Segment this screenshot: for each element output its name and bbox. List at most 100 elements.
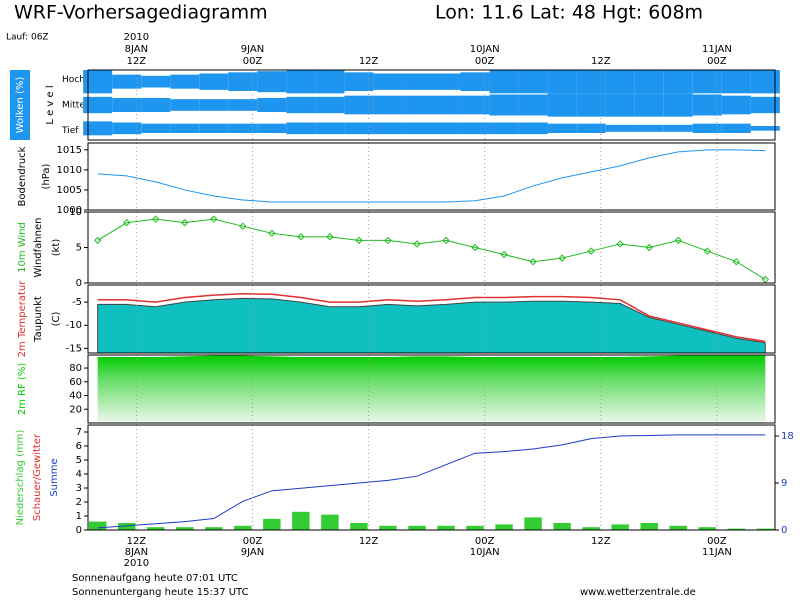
title: WRF-Vorhersagediagramm: [14, 2, 268, 24]
y-axis-label: Bodendruck: [17, 146, 28, 206]
panel-border: [87, 354, 776, 424]
cloud-cover: [199, 99, 229, 111]
cloud-label-box: [10, 70, 30, 140]
bar: [117, 523, 136, 530]
y-tick-label: -15: [66, 343, 82, 354]
bar: [437, 525, 455, 530]
cloud-cover: [634, 93, 664, 117]
cloud-cover: [141, 75, 171, 88]
y-axis-label: 2m RF (%): [17, 363, 28, 416]
cloud-cover: [750, 70, 780, 94]
y2-tick-label: 0: [781, 525, 787, 536]
y-tick-label: -5: [72, 297, 82, 308]
cloud-cover: [141, 98, 171, 112]
x-tick-label: 12Z: [127, 536, 147, 547]
cloud-cover: [83, 70, 113, 94]
date-label: 8JAN: [125, 547, 148, 558]
marker: [210, 215, 218, 223]
cloud-cover: [402, 122, 432, 135]
cloud-cover: [228, 123, 258, 133]
y-tick-label: 10: [69, 207, 82, 218]
cloud-cover: [344, 95, 374, 115]
level-name: Hoch: [62, 75, 85, 85]
y2-tick-label: 9: [781, 478, 787, 489]
bar: [350, 523, 368, 530]
cloud-cover: [431, 122, 461, 135]
panel-border: [87, 424, 776, 531]
y-axis-label: Wolken (%): [15, 77, 26, 134]
cloud-cover: [663, 93, 693, 117]
x-tick-label: 12Z: [127, 56, 147, 67]
cloud-cover: [692, 70, 722, 94]
cloud-cover: [83, 96, 113, 114]
sunset: Sonnenuntergang heute 15:37 UTC: [72, 587, 249, 598]
marker: [384, 236, 392, 245]
year-label: 2010: [124, 558, 149, 569]
cloud-cover: [460, 72, 490, 91]
marker: [326, 233, 334, 241]
bar: [205, 527, 223, 530]
x-tick-label: 00Z: [707, 56, 727, 67]
cloud-cover: [750, 126, 780, 131]
bar: [582, 527, 600, 530]
area: [97, 297, 766, 354]
marker: [761, 275, 770, 284]
x-tick-label: 00Z: [243, 536, 263, 547]
x-tick-label: 12Z: [591, 56, 611, 67]
year-label: 2010: [124, 32, 149, 43]
bar: [176, 527, 194, 530]
date-label: 11JAN: [702, 547, 732, 558]
cloud-cover: [315, 122, 345, 135]
line: [97, 434, 766, 529]
cloud-cover: [315, 70, 345, 94]
x-tick-label: 12Z: [359, 56, 379, 67]
date-label: 9JAN: [241, 547, 264, 558]
marker: [616, 240, 624, 248]
cloud-cover: [518, 70, 548, 94]
cloud-cover: [257, 98, 287, 112]
cloud-cover: [83, 121, 113, 136]
cloud-cover: [170, 99, 200, 111]
y-tick-label: 1: [76, 511, 82, 522]
bar: [727, 528, 746, 530]
marker: [529, 257, 537, 266]
x-tick-label: 12Z: [359, 536, 379, 547]
y2-tick-label: 18: [781, 431, 794, 442]
marker: [239, 222, 247, 230]
bar: [611, 524, 629, 530]
marker: [152, 215, 160, 223]
cloud-cover: [257, 71, 287, 93]
bar: [553, 523, 571, 530]
y-tick-label: -10: [66, 320, 82, 331]
y-tick-label: 7: [76, 427, 82, 438]
y-tick-label: 6: [76, 441, 82, 452]
cloud-cover: [112, 98, 142, 112]
cloud-cover: [692, 94, 722, 116]
panel-frame: [87, 211, 776, 284]
cloud-cover: [257, 123, 287, 133]
x-tick-label: 00Z: [707, 536, 727, 547]
y-tick-label: 40: [69, 391, 82, 402]
x-tick-label: 12Z: [591, 536, 611, 547]
cloud-cover: [518, 122, 548, 135]
cloud-cover: [489, 94, 519, 116]
cloud-cover: [605, 93, 635, 117]
date-label: 9JAN: [241, 44, 264, 55]
sunrise: Sonnenaufgang heute 07:01 UTC: [72, 573, 238, 584]
date-label: 11JAN: [702, 44, 732, 55]
cloud-cover: [721, 123, 751, 133]
cloud-cover: [373, 122, 403, 135]
cloud-cover: [431, 73, 461, 90]
cloud-cover: [344, 122, 374, 135]
y-tick-label: 60: [69, 377, 82, 388]
unit-label: (kt): [51, 239, 62, 257]
cloud-cover: [286, 122, 316, 135]
source: www.wetterzentrale.de: [580, 587, 696, 598]
marker: [645, 243, 653, 252]
date-label: 10JAN: [470, 44, 500, 55]
run: Lauf: 06Z: [6, 33, 49, 43]
cloud-cover: [431, 95, 461, 115]
cloud-cover: [170, 74, 200, 89]
bar: [88, 521, 107, 530]
